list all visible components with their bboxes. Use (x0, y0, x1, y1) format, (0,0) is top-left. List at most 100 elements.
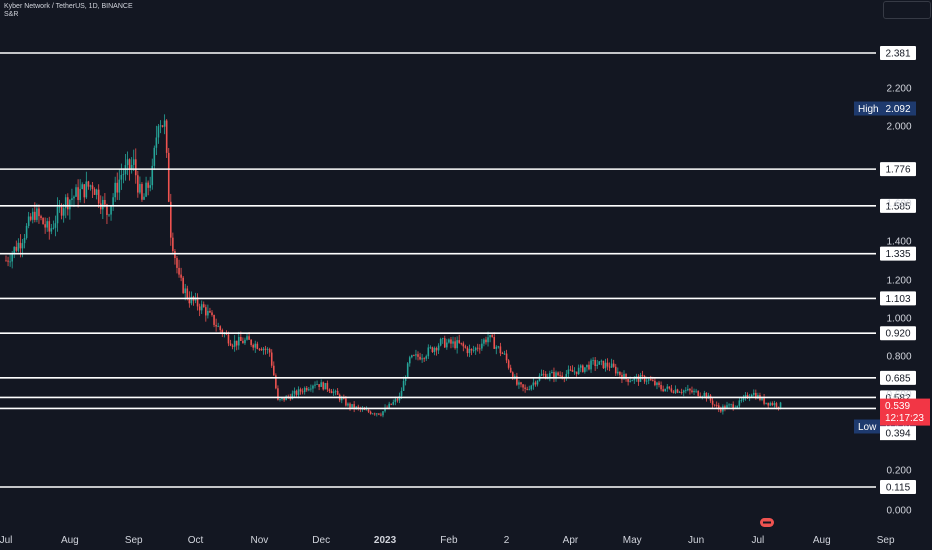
candle (472, 345, 475, 353)
sr-level-label: 0.920 (880, 326, 916, 341)
candle (89, 184, 92, 191)
candle (50, 223, 53, 235)
candle (211, 310, 213, 317)
candle (130, 157, 133, 174)
candle (588, 361, 590, 371)
candle (330, 389, 333, 394)
candle (46, 217, 48, 232)
candle (163, 114, 166, 135)
sr-level-label: 1.103 (880, 291, 916, 306)
candle (303, 386, 306, 395)
candle (602, 360, 605, 370)
candle (522, 384, 524, 392)
candle (36, 203, 38, 223)
candle (316, 380, 318, 385)
svg-text:0.539: 0.539 (885, 401, 910, 412)
candle (256, 341, 259, 350)
x-tick-label: Dec (312, 535, 330, 546)
y-tick-label: 2.000 (886, 122, 911, 133)
event-marker-icon[interactable] (760, 518, 774, 527)
candle (110, 204, 112, 221)
candle (637, 374, 640, 386)
candle (441, 337, 444, 344)
candle (487, 331, 489, 347)
candle (631, 379, 634, 382)
candle (470, 348, 473, 356)
candle (390, 403, 393, 406)
candle (604, 358, 607, 372)
candle (742, 394, 745, 403)
candle (83, 184, 86, 204)
indicator-label[interactable]: S&R (4, 11, 19, 18)
candle (219, 325, 222, 334)
candle (431, 346, 434, 353)
candle (456, 336, 458, 354)
candle (149, 176, 151, 192)
candle (87, 180, 90, 190)
candle (551, 369, 553, 374)
candle (569, 365, 572, 372)
candle (75, 184, 77, 197)
candle (530, 384, 533, 391)
candle (258, 348, 261, 351)
candle (499, 342, 502, 357)
candle (134, 148, 137, 184)
candle (713, 404, 716, 407)
candle (369, 410, 372, 415)
candle (423, 357, 425, 362)
candle (429, 345, 432, 350)
candle (481, 338, 483, 351)
candle (658, 380, 660, 388)
candle (647, 378, 650, 385)
candle (536, 380, 539, 387)
candle (717, 402, 720, 413)
candle (571, 365, 574, 372)
candle (594, 356, 596, 371)
candle (540, 369, 543, 377)
candle (750, 393, 753, 397)
x-tick-label: Jun (688, 535, 704, 546)
candle (182, 276, 184, 295)
sr-level-label: 1.585 (880, 198, 916, 213)
candle (132, 149, 135, 172)
candle (40, 214, 42, 221)
candle (73, 195, 75, 207)
candle (254, 340, 257, 353)
candlestick-series (5, 114, 782, 418)
chart-title: Kyber Network / TetherUS, 1D, BINANCE (4, 3, 133, 10)
candle (347, 402, 349, 407)
candle (406, 361, 409, 379)
candle (336, 388, 339, 395)
candle (476, 343, 479, 352)
candle (460, 342, 463, 346)
candle (371, 412, 374, 415)
candle (773, 400, 776, 408)
candle (209, 307, 211, 314)
candle (252, 343, 254, 351)
candle (198, 303, 201, 317)
candle (308, 386, 310, 392)
candle (417, 351, 419, 361)
candle (314, 381, 316, 389)
y-tick-label: 2.200 (886, 84, 911, 95)
candle (518, 380, 520, 389)
candle (534, 380, 537, 387)
candle (188, 291, 191, 308)
candle (56, 197, 59, 232)
candle (505, 349, 508, 364)
candle (310, 384, 312, 392)
candle (242, 337, 244, 344)
candle (666, 383, 669, 392)
candle (373, 412, 376, 416)
candle (71, 188, 73, 207)
candle (691, 386, 693, 394)
candle (697, 390, 699, 397)
toolbar-box[interactable] (883, 1, 931, 19)
candle (439, 337, 442, 347)
candle (165, 119, 168, 158)
candle (23, 234, 26, 249)
candle (155, 125, 158, 156)
candle (207, 304, 209, 319)
candle (464, 344, 467, 349)
